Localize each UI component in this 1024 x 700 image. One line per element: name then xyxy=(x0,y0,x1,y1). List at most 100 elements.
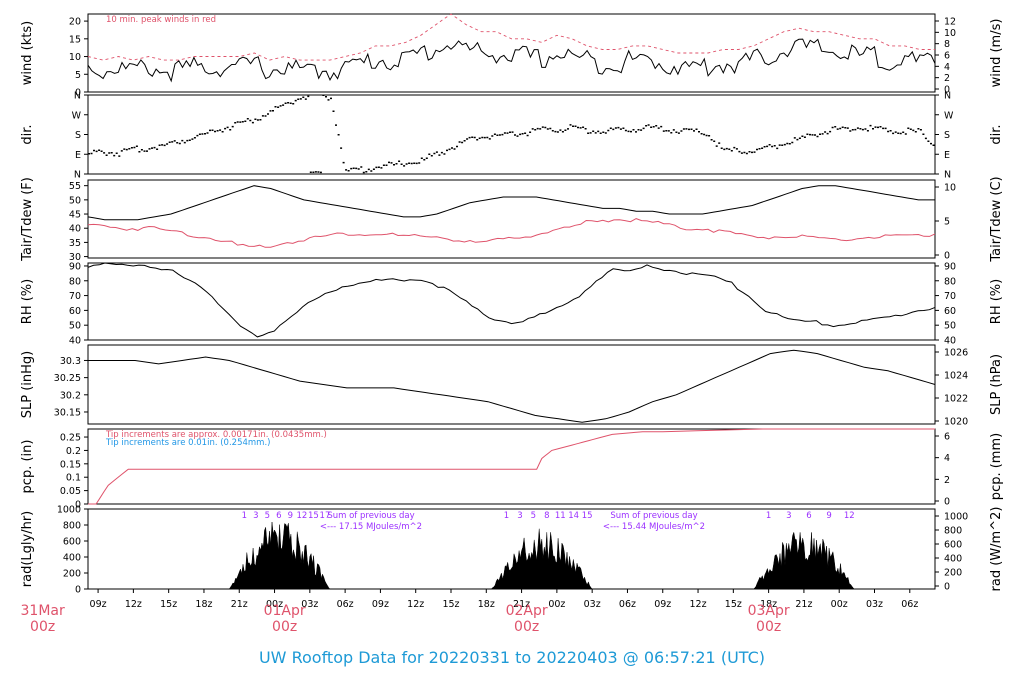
xtick-label: 06z xyxy=(619,599,636,610)
ylabel-rh: RH (%) xyxy=(20,279,35,324)
ytick-label: 40 xyxy=(69,224,81,235)
xtick-label: 03z xyxy=(584,599,601,610)
ytick-label: 30.15 xyxy=(54,407,81,418)
ytick-right-label: 4 xyxy=(944,62,950,73)
ylabel-temp: Tair/Tdew (F) xyxy=(20,177,35,262)
ytick-right-label: 600 xyxy=(944,540,962,551)
ytick-label: 30.25 xyxy=(54,373,81,384)
ytick-right-label: 200 xyxy=(944,568,962,579)
ytick-right-label: 50 xyxy=(944,321,956,332)
ytick-label: 600 xyxy=(63,537,81,548)
rad-sum-title: Sum of previous day xyxy=(610,511,697,521)
series-temp-Tair xyxy=(87,185,935,221)
rad-hour-label: 6 xyxy=(276,511,281,521)
rad-hour-label: 8 xyxy=(544,511,549,521)
rad-hour-label: 12 xyxy=(844,511,855,521)
ylabel-right-rh: RH (%) xyxy=(989,279,1004,324)
xtick-label: 18z xyxy=(760,599,777,610)
ytick-right-label: 800 xyxy=(944,526,962,537)
ylabel-dir: dir. xyxy=(20,124,35,144)
date-label: 01Apr xyxy=(264,603,306,619)
ytick-right-label: 0 xyxy=(944,582,950,593)
ytick-label: 0.15 xyxy=(60,459,81,470)
series-rh-RH xyxy=(87,262,936,338)
date-sub-label: 00z xyxy=(756,619,781,635)
xtick-label: 18z xyxy=(478,599,495,610)
panel-frame-temp xyxy=(87,179,936,259)
ytick-right-label: 0 xyxy=(944,251,950,262)
ytick-label: 200 xyxy=(63,569,81,580)
ytick-label: N xyxy=(74,170,81,181)
ytick-right-label: 80 xyxy=(944,276,956,287)
rad-day-area xyxy=(228,521,331,590)
rad-hour-label: 9 xyxy=(288,511,293,521)
rad-sum-title: Sum of previous day xyxy=(327,511,414,521)
rad-hour-label: 6 xyxy=(806,511,811,521)
series-pcp-accum xyxy=(88,428,935,505)
rad-hour-label: 1 xyxy=(504,511,509,521)
xtick-label: 03z xyxy=(866,599,883,610)
ytick-right-label: 12 xyxy=(944,17,956,28)
ytick-right-label: N xyxy=(944,91,951,102)
annotation-pcp-tip: Tip increments are 0.01in. (0.254mm.) xyxy=(105,438,270,448)
rad-hour-label: 3 xyxy=(786,511,791,521)
ytick-right-label: S xyxy=(944,130,950,141)
ytick-label: 400 xyxy=(63,553,81,564)
annotation-wind: 10 min. peak winds in red xyxy=(106,15,216,25)
xtick-label: 12z xyxy=(125,599,142,610)
rad-sum-value: <--- 17.15 MJoules/m^2 xyxy=(320,522,422,532)
ytick-label: 15 xyxy=(69,34,81,45)
ytick-label: 800 xyxy=(63,521,81,532)
ytick-label: 0.05 xyxy=(60,486,81,497)
ytick-label: 70 xyxy=(69,291,81,302)
rad-hour-label: 5 xyxy=(265,511,270,521)
xtick-label: 06z xyxy=(337,599,354,610)
panel-frame-slp xyxy=(87,344,936,425)
ytick-right-label: 10 xyxy=(944,28,956,39)
ytick-label: 80 xyxy=(69,276,81,287)
ytick-label: E xyxy=(75,150,81,161)
ytick-label: W xyxy=(72,110,82,121)
series-dir-marks xyxy=(88,94,935,174)
ytick-label: 0 xyxy=(75,585,81,596)
series-temp-Tdew xyxy=(87,218,936,248)
panel-frame-pcp xyxy=(87,428,936,505)
xtick-label: 21z xyxy=(795,599,812,610)
series-wind-peak xyxy=(87,13,935,61)
ytick-right-label: 1020 xyxy=(944,417,968,428)
ytick-label: 50 xyxy=(69,195,81,206)
ylabel-right-pcp: pcp. (mm) xyxy=(989,433,1004,500)
ytick-label: 0.25 xyxy=(60,433,81,444)
ytick-label: 5 xyxy=(75,70,81,81)
ytick-right-label: N xyxy=(944,170,951,181)
ylabel-right-slp: SLP (hPa) xyxy=(989,354,1004,415)
date-sub-label: 00z xyxy=(514,619,539,635)
ytick-label: 30 xyxy=(69,252,81,263)
xtick-label: 12z xyxy=(690,599,707,610)
ytick-label: 30.2 xyxy=(60,390,81,401)
ylabel-rad: rad(Lgly/hr) xyxy=(20,511,35,587)
ytick-label: 0.2 xyxy=(66,446,81,457)
ytick-right-label: E xyxy=(944,150,950,161)
xtick-label: 09z xyxy=(90,599,107,610)
ytick-right-label: 40 xyxy=(944,336,956,347)
series-slp-SLP xyxy=(88,349,936,423)
xtick-label: 03z xyxy=(301,599,318,610)
ytick-right-label: 6 xyxy=(944,51,950,62)
ytick-label: N xyxy=(74,91,81,102)
rad-hour-label: 17 xyxy=(320,511,331,521)
ytick-right-label: W xyxy=(944,110,954,121)
xtick-label: 06z xyxy=(901,599,918,610)
ytick-right-label: 2 xyxy=(944,73,950,84)
ytick-right-label: 0 xyxy=(944,497,950,508)
ylabel-right-wind: wind (m/s) xyxy=(989,19,1004,88)
xtick-label: 15z xyxy=(442,599,459,610)
ytick-label: 0.1 xyxy=(66,473,81,484)
ytick-right-label: 10 xyxy=(944,183,956,194)
rad-hour-label: 15 xyxy=(308,511,319,521)
ytick-right-label: 6 xyxy=(944,432,950,443)
xtick-label: 09z xyxy=(654,599,671,610)
ylabel-right-temp: Tair/Tdew (C) xyxy=(989,176,1004,262)
rad-hour-label: 11 xyxy=(555,511,566,521)
